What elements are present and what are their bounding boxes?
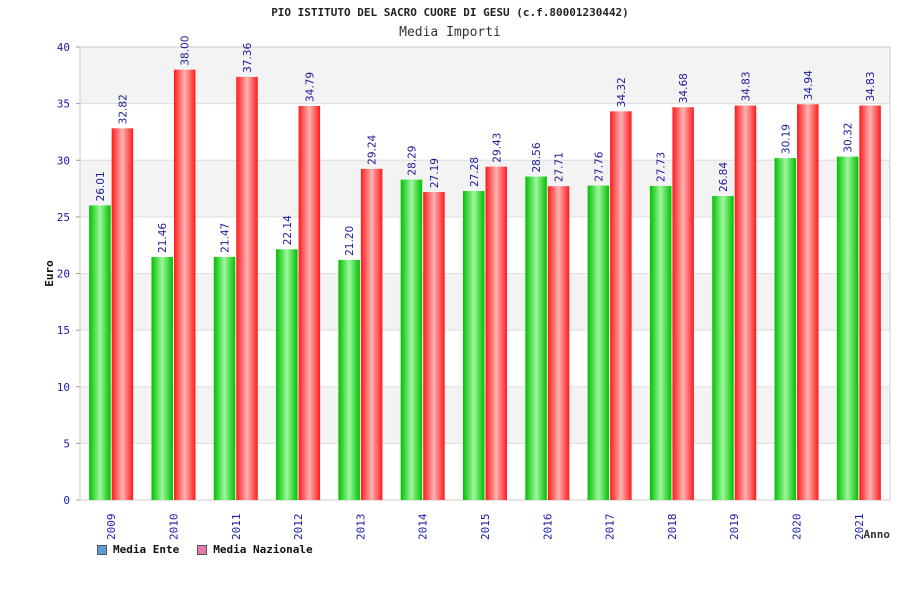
y-tick-label: 20 [57,268,70,281]
chart-subtitle: Media Importi [399,25,501,40]
x-tick-label: 2010 [167,514,180,541]
y-tick-label: 15 [57,324,70,337]
data-label: 34.94 [803,70,815,100]
x-tick-label: 2020 [791,514,804,541]
grid-band [80,443,890,500]
data-label: 29.43 [491,133,503,163]
bar-media-ente [649,185,672,500]
legend: Media Ente Media Nazionale [97,543,313,556]
y-tick-label: 25 [57,211,70,224]
data-label: 21.47 [220,223,232,253]
bar-media-nazionale [547,186,570,500]
data-label: 38.00 [180,36,192,66]
grid-band [80,216,890,274]
grid-band [80,273,890,331]
bar-media-ente [89,205,111,500]
legend-item-media-ente: Media Ente [97,543,179,556]
legend-swatch-media-ente [97,544,107,555]
bar-media-nazionale [485,166,507,500]
data-label: 27.19 [429,158,441,188]
y-tick-label: 0 [63,494,70,507]
y-tick-label: 10 [57,381,70,394]
data-label: 21.20 [344,226,356,256]
y-axis-label: Euro [43,260,56,287]
data-label: 34.32 [616,77,628,107]
data-label: 27.76 [593,151,605,181]
x-tick-label: 2017 [604,514,617,541]
bar-media-nazionale [797,104,819,500]
x-tick-label: 2011 [230,514,243,541]
grid-band [80,47,890,104]
bar-media-ente [338,259,360,500]
bar-media-ente [151,256,173,500]
bar-media-nazionale [111,128,134,500]
x-tick-label: 2015 [479,514,492,541]
grid-band [80,386,890,444]
x-tick-label: 2018 [666,514,679,541]
x-tick-label: 2012 [292,514,305,541]
chart-title: PIO ISTITUTO DEL SACRO CUORE DI GESU (c.… [271,6,629,19]
plot-border [79,46,891,501]
bar-media-nazionale [236,76,258,500]
data-label: 30.32 [843,123,855,153]
y-tick-label: 35 [57,98,70,111]
data-label: 27.73 [656,152,668,182]
bar-media-nazionale [610,111,632,501]
data-label: 26.84 [718,162,730,192]
bar-media-ente [712,196,734,501]
bar-media-ente [463,191,485,500]
grid-band [80,160,890,217]
x-tick-label: 2016 [541,514,554,541]
x-tick-label: 2019 [728,514,741,541]
x-axis-label: Anno [864,528,891,541]
bar-media-ente [213,256,236,500]
x-tick-label: 2013 [354,514,367,541]
bar-media-nazionale [423,192,445,501]
bar-media-ente [525,176,547,501]
x-tick-label: 2021 [853,514,866,541]
y-tick-label: 30 [57,154,70,167]
grid-band [80,103,890,161]
bar-media-ente [587,185,610,501]
data-label: 26.01 [95,171,107,201]
y-tick-label: 5 [63,437,70,450]
bar-media-ente [774,158,797,500]
bar-media-nazionale [859,105,881,501]
data-label: 37.36 [242,43,254,73]
data-label: 34.83 [865,71,877,101]
data-label: 34.83 [740,71,752,101]
data-label: 28.29 [406,146,418,176]
data-label: 34.79 [304,72,316,102]
bar-media-nazionale [672,107,694,501]
legend-item-media-nazionale: Media Nazionale [197,543,313,556]
bar-media-ente [276,249,298,500]
bar-media-ente [400,179,423,500]
legend-swatch-media-nazionale [197,544,208,555]
bar-media-nazionale [298,106,321,501]
data-label: 27.28 [469,157,481,187]
data-label: 21.46 [157,223,169,253]
data-label: 32.82 [117,94,129,124]
data-label: 34.68 [678,73,690,103]
grid-band [80,330,890,387]
data-label: 22.14 [282,215,294,245]
legend-label-media-nazionale: Media Nazionale [213,543,313,556]
x-tick-label: 2009 [105,514,118,541]
bar-media-nazionale [734,105,757,501]
x-tick-label: 2014 [417,513,430,540]
data-label: 30.19 [780,124,792,154]
data-label: 28.56 [531,142,543,172]
bar-media-ente [836,156,859,500]
data-label: 27.71 [554,152,566,182]
bar-media-nazionale [173,69,196,501]
bar-media-nazionale [360,168,383,500]
legend-label-media-ente: Media Ente [113,543,180,556]
y-tick-label: 40 [57,41,70,54]
data-label: 29.24 [367,134,379,164]
